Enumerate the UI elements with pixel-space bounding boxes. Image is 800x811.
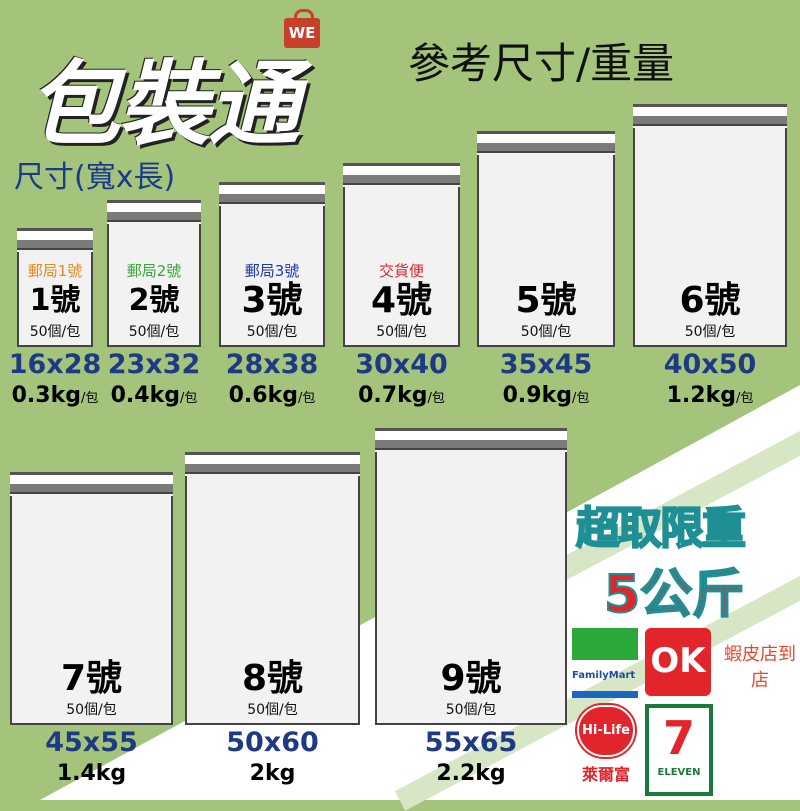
bag-number: 1號	[29, 283, 81, 318]
shopee-logo: 蝦皮店到店	[724, 644, 796, 691]
bag-dimensions: 35x45	[499, 349, 593, 380]
seal-strip	[10, 472, 173, 496]
bag-number: 4號	[370, 280, 433, 321]
bag-weight: 0.6kg/包	[228, 383, 316, 408]
pickup-limit-value: 5公斤	[603, 564, 745, 626]
bag-weight: 0.3kg/包	[11, 383, 99, 408]
bag-size-9: 9號 50個/包	[375, 428, 567, 725]
bag-size-5: 5號 50個/包	[477, 131, 615, 347]
bag-qty: 50個/包	[29, 324, 81, 340]
bag-qty: 50個/包	[128, 324, 180, 340]
bag-weight: 1.4kg	[56, 761, 127, 786]
post-label: 郵局3號	[244, 262, 300, 280]
bag-number: 6號	[679, 280, 741, 321]
ok-mart-logo: OK	[645, 628, 711, 696]
bag-number: 8號	[241, 658, 304, 699]
bag-qty: 50個/包	[247, 702, 298, 718]
bag-size-7: 7號 50個/包	[10, 472, 173, 725]
bag-weight: 0.7kg/包	[358, 383, 445, 408]
bag-dimensions: 45x55	[45, 727, 138, 758]
bag-size-6: 6號 50個/包	[633, 104, 787, 347]
post-label: 郵局2號	[126, 262, 182, 280]
bag-number: 9號	[440, 658, 502, 699]
seal-strip	[107, 200, 201, 224]
bag-weight: 1.2kg/包	[666, 383, 754, 408]
bag-weight: 2.2kg	[436, 761, 506, 786]
bag-size-1: 郵局1號 1號 50個/包	[17, 228, 93, 347]
bag-qty: 50個/包	[684, 324, 736, 340]
post-label: 郵局1號	[27, 262, 83, 280]
bag-qty: 50個/包	[246, 324, 298, 340]
bag-dimensions: 55x65	[424, 727, 518, 758]
bag-dimensions: 50x60	[226, 727, 319, 758]
pickup-limit-label: 超取限重	[575, 502, 747, 555]
bag-size-8: 8號 50個/包	[185, 452, 360, 725]
bag-weight: 2kg	[249, 761, 296, 786]
seal-strip	[375, 428, 567, 452]
bag-dimensions: 23x32	[107, 349, 201, 380]
seal-strip	[17, 228, 93, 252]
bag-qty: 50個/包	[520, 324, 572, 340]
familymart-logo: FamilyMart	[572, 628, 638, 716]
bag-number: 2號	[128, 283, 180, 318]
seal-strip	[219, 182, 325, 206]
bag-qty: 50個/包	[376, 324, 427, 340]
bag-number: 3號	[241, 280, 303, 321]
bag-number: 7號	[60, 658, 123, 699]
bag-dimensions: 30x40	[355, 349, 448, 380]
bag-qty: 50個/包	[445, 702, 497, 718]
bag-dimensions: 40x50	[663, 349, 757, 380]
seal-strip	[633, 104, 787, 128]
bag-qty: 50個/包	[66, 702, 117, 718]
seven-eleven-logo: 7 ELEVEN	[645, 704, 713, 796]
bag-number: 5號	[515, 280, 577, 321]
post-label: 交貨便	[378, 262, 424, 280]
bag-weight: 0.4kg/包	[110, 383, 198, 408]
size-subtitle: 尺寸(寬x長)	[14, 160, 176, 195]
bag-dimensions: 28x38	[225, 349, 319, 380]
brand-bag-icon: WE	[284, 9, 320, 48]
bag-dimensions: 16x28	[8, 349, 102, 380]
seal-strip	[185, 452, 360, 476]
logo-title: 包裝通	[28, 50, 300, 158]
bag-size-3: 郵局3號 3號 50個/包	[219, 182, 325, 347]
bag-size-2: 郵局2號 2號 50個/包	[107, 200, 201, 347]
seal-strip	[477, 131, 615, 155]
bag-weight: 0.9kg/包	[502, 383, 590, 408]
bag-size-4: 交貨便 4號 50個/包	[343, 163, 460, 347]
reference-heading: 參考尺寸/重量	[408, 39, 675, 88]
seal-strip	[343, 163, 460, 187]
hilife-logo: Hi-Life 萊爾富	[572, 705, 640, 785]
